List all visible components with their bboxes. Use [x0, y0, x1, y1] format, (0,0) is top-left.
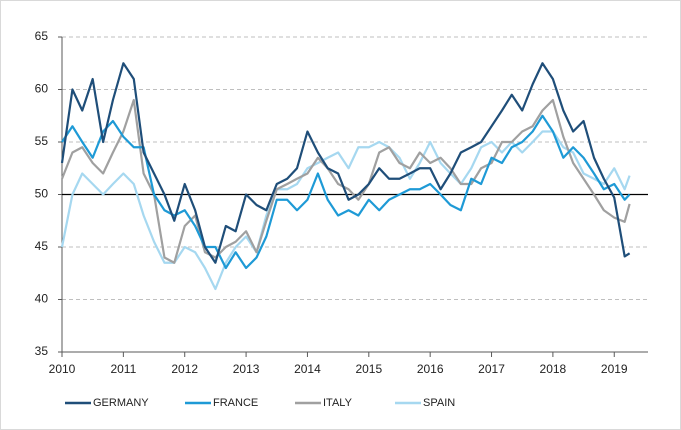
x-tick-label: 2017: [478, 362, 505, 376]
series-line: [60, 130, 631, 291]
x-tick-label: 2011: [110, 362, 136, 376]
series-line: [60, 62, 631, 264]
x-tick-label: 2019: [601, 362, 628, 376]
y-tick-label: 50: [35, 187, 49, 201]
x-tick-label: 2010: [49, 362, 76, 376]
y-tick-label: 35: [35, 344, 49, 358]
legend-label: GERMANY: [93, 397, 149, 409]
legend-label: FRANCE: [213, 397, 258, 409]
series-line: [61, 114, 631, 270]
x-tick-label: 2015: [355, 362, 382, 376]
legend: GERMANY FRANCE ITALY SPAIN: [65, 397, 455, 409]
legend-label: SPAIN: [423, 397, 455, 409]
y-tick-label: 55: [35, 134, 49, 148]
y-tick-label: 60: [35, 82, 49, 96]
x-tick-label: 2014: [294, 362, 321, 376]
y-tick-label: 65: [35, 29, 49, 43]
x-tick-label: 2012: [171, 362, 198, 376]
y-tick-label: 45: [35, 239, 49, 253]
x-tick-label: 2016: [417, 362, 444, 376]
x-tick-label: 2018: [540, 362, 567, 376]
legend-label: ITALY: [323, 397, 353, 409]
x-tick-label: 2013: [233, 362, 260, 376]
y-tick-label: 40: [35, 292, 49, 306]
series-line: [60, 98, 631, 264]
